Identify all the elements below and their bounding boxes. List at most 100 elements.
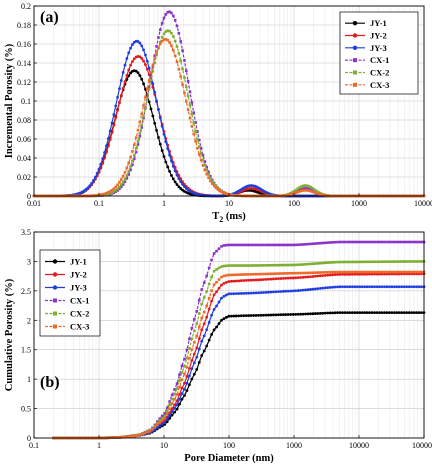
b-data-point bbox=[128, 435, 132, 438]
a-data-point bbox=[296, 187, 300, 191]
a-data-point bbox=[160, 21, 164, 25]
b-data-point bbox=[269, 277, 273, 281]
b-data-point bbox=[341, 270, 344, 274]
b-data-point bbox=[316, 287, 320, 291]
a-data-point bbox=[142, 116, 145, 120]
a-data-point bbox=[116, 187, 119, 191]
a-data-point bbox=[138, 41, 142, 45]
a-data-point bbox=[118, 101, 121, 105]
a-data-point bbox=[101, 157, 105, 161]
b-data-point bbox=[178, 397, 181, 401]
b-data-point bbox=[244, 243, 248, 247]
b-data-point bbox=[291, 313, 295, 316]
b-data-point bbox=[313, 312, 317, 315]
b-data-point bbox=[212, 307, 216, 311]
b-data-point bbox=[269, 263, 273, 267]
b-data-point bbox=[185, 356, 189, 360]
b-data-point bbox=[412, 285, 416, 289]
a-data-point bbox=[138, 55, 142, 59]
b-data-point bbox=[267, 263, 270, 267]
b-data-point bbox=[197, 312, 201, 315]
b-data-point bbox=[200, 288, 204, 291]
b-data-point bbox=[390, 270, 394, 274]
b-data-point bbox=[279, 277, 283, 280]
b-data-point bbox=[309, 275, 312, 279]
b-data-point bbox=[331, 311, 335, 315]
b-data-point bbox=[311, 312, 315, 316]
b-data-point bbox=[313, 287, 317, 291]
a-data-point bbox=[199, 152, 203, 155]
b-data-point bbox=[190, 348, 194, 351]
b-data-point bbox=[242, 291, 246, 295]
b-data-point bbox=[294, 243, 297, 247]
b-data-point bbox=[215, 249, 218, 253]
b-data-point bbox=[195, 310, 199, 313]
b-data-point bbox=[420, 260, 423, 263]
a-data-point bbox=[164, 160, 168, 164]
a-data-point bbox=[131, 159, 134, 163]
b-data-point bbox=[242, 264, 246, 267]
a-data-point bbox=[173, 39, 177, 43]
a-data-point bbox=[162, 38, 166, 41]
a-legend-label-cx-3: CX-3 bbox=[370, 80, 389, 90]
b-data-point bbox=[262, 243, 265, 247]
b-data-point bbox=[165, 417, 169, 421]
a-data-point bbox=[164, 30, 168, 33]
a-data-point bbox=[197, 138, 201, 142]
b-data-point bbox=[306, 271, 310, 275]
a-data-point bbox=[131, 60, 134, 63]
b-data-point bbox=[388, 270, 391, 274]
a-y-tick-label: 0.02 bbox=[17, 173, 31, 182]
b-data-point bbox=[338, 260, 342, 264]
b-data-point bbox=[170, 407, 174, 410]
b-data-point bbox=[227, 280, 231, 283]
b-legend-swatch-marker bbox=[52, 272, 58, 277]
a-data-point bbox=[287, 193, 290, 197]
a-data-point bbox=[186, 80, 190, 83]
b-data-point bbox=[385, 311, 389, 315]
a-data-point bbox=[188, 90, 192, 94]
b-data-point bbox=[190, 337, 194, 341]
a-data-point bbox=[158, 42, 162, 46]
b-data-point bbox=[395, 285, 399, 289]
b-data-point bbox=[333, 270, 337, 274]
b-data-point bbox=[244, 273, 248, 276]
a-data-point bbox=[108, 191, 112, 195]
b-data-point bbox=[202, 310, 206, 314]
b-series-line-cx-3 bbox=[53, 271, 424, 439]
b-data-point bbox=[353, 311, 357, 315]
a-data-point bbox=[116, 189, 119, 192]
b-data-point bbox=[175, 393, 179, 396]
b-data-point bbox=[259, 272, 263, 276]
b-data-point bbox=[257, 278, 260, 282]
a-data-point bbox=[212, 184, 216, 188]
b-data-point bbox=[225, 315, 228, 319]
b-data-point bbox=[235, 273, 238, 277]
b-data-point bbox=[220, 318, 223, 322]
b-data-point bbox=[163, 421, 167, 424]
a-data-point bbox=[151, 69, 155, 73]
b-data-point bbox=[225, 243, 228, 247]
b-data-point bbox=[304, 275, 307, 279]
b-data-point bbox=[378, 272, 381, 276]
b-legend-label-jy-1: JY-1 bbox=[70, 257, 87, 267]
a-data-point bbox=[121, 180, 125, 184]
b-data-point bbox=[269, 243, 273, 247]
b-data-point bbox=[284, 243, 288, 247]
b-data-point bbox=[373, 240, 376, 244]
b-legend-box bbox=[39, 249, 101, 337]
a-data-point bbox=[160, 36, 164, 39]
a-data-point bbox=[183, 59, 186, 62]
b-data-point bbox=[333, 311, 337, 315]
a-data-point bbox=[127, 173, 131, 176]
a-data-point bbox=[214, 185, 218, 188]
a-data-point bbox=[106, 192, 110, 196]
b-data-point bbox=[328, 273, 332, 277]
a-data-point bbox=[311, 187, 314, 190]
b-data-point bbox=[363, 270, 367, 274]
b-data-point bbox=[207, 338, 211, 342]
b-data-point bbox=[311, 287, 315, 291]
b-data-point bbox=[200, 354, 204, 357]
b-data-point bbox=[415, 285, 418, 289]
a-data-point bbox=[88, 184, 92, 188]
